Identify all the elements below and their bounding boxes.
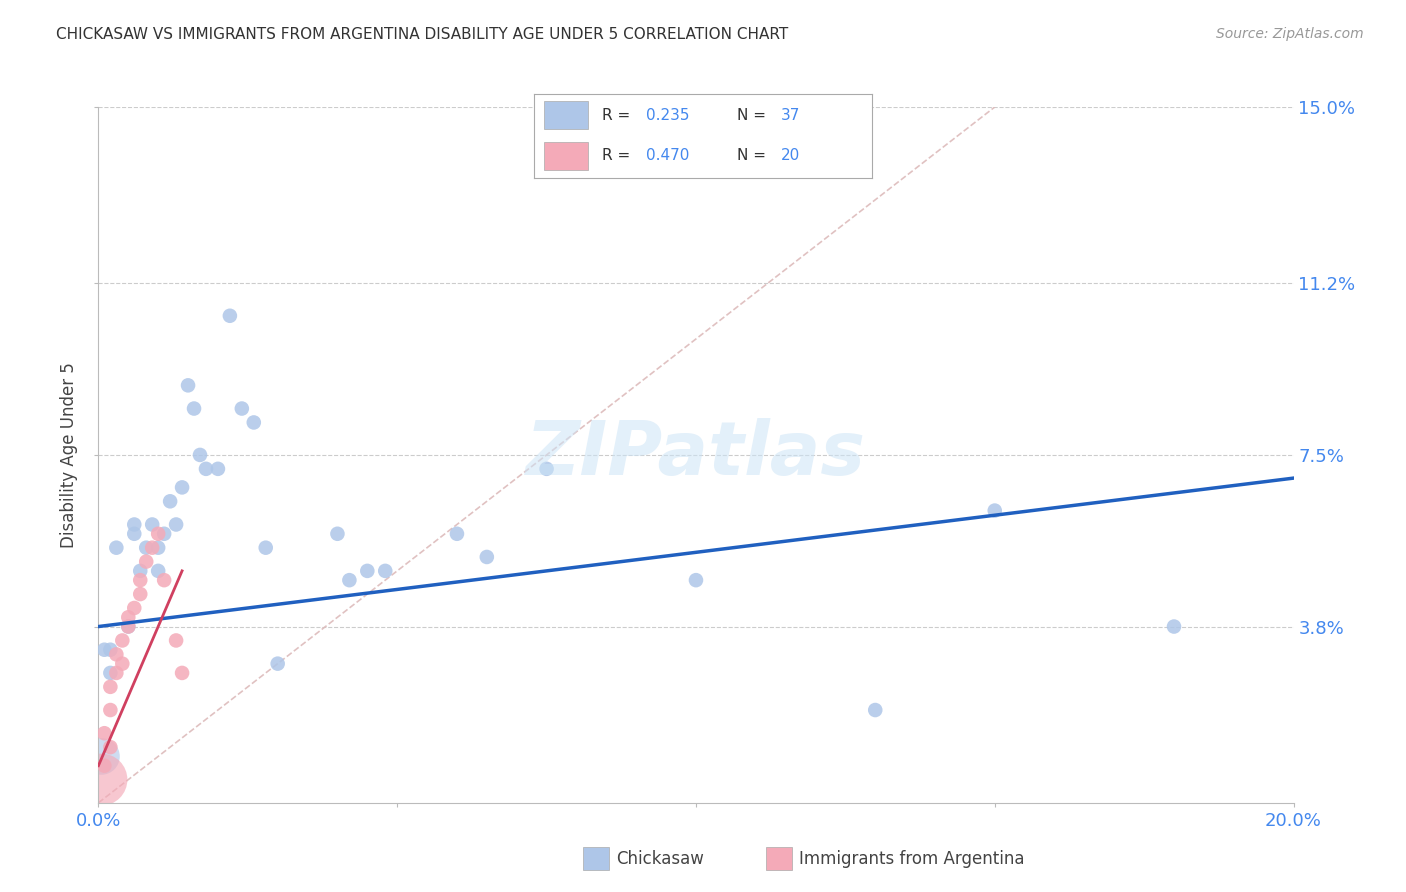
- Point: [129, 587, 152, 601]
- Point: [105, 665, 128, 680]
- Point: [111, 633, 134, 648]
- Bar: [544, 142, 588, 169]
- Point: [100, 703, 122, 717]
- Point: [159, 494, 181, 508]
- Point: [93, 642, 115, 657]
- Point: [326, 526, 349, 541]
- Point: [100, 680, 122, 694]
- Point: [446, 526, 468, 541]
- Y-axis label: Disability Age Under 5: Disability Age Under 5: [60, 362, 79, 548]
- Text: ZIPatlas: ZIPatlas: [526, 418, 866, 491]
- Text: N =: N =: [737, 108, 770, 123]
- Point: [93, 726, 115, 740]
- Point: [374, 564, 396, 578]
- Point: [135, 555, 157, 569]
- Text: Chickasaw: Chickasaw: [616, 849, 704, 868]
- Point: [105, 541, 128, 555]
- Point: [141, 517, 163, 532]
- Point: [129, 564, 152, 578]
- Text: 0.470: 0.470: [645, 148, 689, 163]
- Point: [117, 619, 139, 633]
- Text: Source: ZipAtlas.com: Source: ZipAtlas.com: [1216, 27, 1364, 41]
- Point: [172, 665, 194, 680]
- Point: [219, 309, 242, 323]
- Point: [254, 541, 277, 555]
- Point: [188, 448, 211, 462]
- Point: [267, 657, 290, 671]
- Point: [148, 541, 170, 555]
- Point: [105, 648, 128, 662]
- Point: [685, 573, 707, 587]
- Point: [536, 462, 558, 476]
- Point: [124, 517, 146, 532]
- Bar: [544, 102, 588, 129]
- Text: N =: N =: [737, 148, 770, 163]
- Point: [148, 526, 170, 541]
- Text: 0.235: 0.235: [645, 108, 689, 123]
- Point: [339, 573, 360, 587]
- Point: [124, 526, 146, 541]
- Point: [148, 564, 170, 578]
- Point: [129, 573, 152, 587]
- Point: [117, 610, 139, 624]
- Text: R =: R =: [602, 148, 636, 163]
- Point: [135, 541, 157, 555]
- Point: [100, 740, 122, 755]
- Point: [207, 462, 229, 476]
- Point: [124, 601, 146, 615]
- Text: Immigrants from Argentina: Immigrants from Argentina: [799, 849, 1024, 868]
- Point: [984, 503, 1007, 517]
- Text: CHICKASAW VS IMMIGRANTS FROM ARGENTINA DISABILITY AGE UNDER 5 CORRELATION CHART: CHICKASAW VS IMMIGRANTS FROM ARGENTINA D…: [56, 27, 789, 42]
- Point: [90, 749, 112, 764]
- Point: [195, 462, 218, 476]
- Point: [90, 772, 112, 787]
- Point: [93, 758, 115, 772]
- Point: [231, 401, 253, 416]
- Point: [172, 480, 194, 494]
- Point: [1163, 619, 1185, 633]
- Point: [165, 517, 187, 532]
- Point: [117, 619, 139, 633]
- Point: [865, 703, 887, 717]
- Point: [475, 549, 498, 564]
- Point: [165, 633, 187, 648]
- Point: [141, 541, 163, 555]
- Point: [356, 564, 378, 578]
- Point: [100, 642, 122, 657]
- Text: 37: 37: [780, 108, 800, 123]
- Point: [183, 401, 205, 416]
- Point: [100, 665, 122, 680]
- Text: 20: 20: [780, 148, 800, 163]
- Text: R =: R =: [602, 108, 636, 123]
- Point: [243, 416, 266, 430]
- Point: [153, 526, 176, 541]
- Point: [153, 573, 176, 587]
- Point: [111, 657, 134, 671]
- Point: [177, 378, 200, 392]
